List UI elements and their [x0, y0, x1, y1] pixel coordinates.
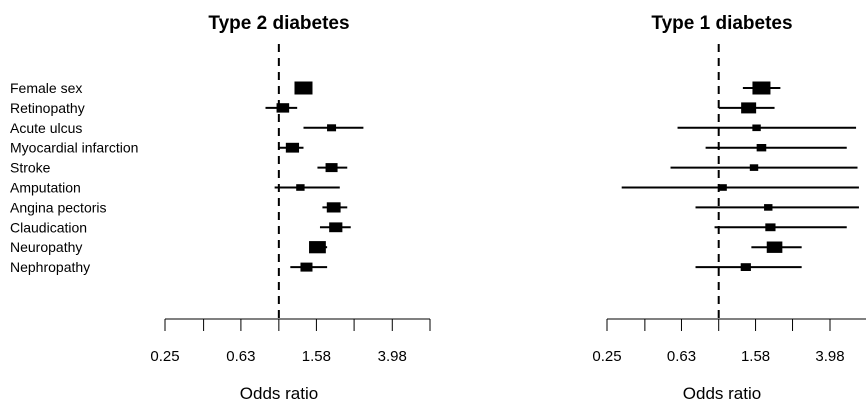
x-axis-label: Odds ratio	[683, 384, 761, 403]
point-estimate	[300, 262, 313, 272]
row-label: Neuropathy	[10, 239, 82, 255]
point-estimate	[276, 103, 290, 113]
point-estimate	[756, 144, 767, 152]
x-axis-label: Odds ratio	[240, 384, 318, 403]
point-estimate	[325, 163, 338, 173]
x-tick-label: 1.58	[302, 348, 331, 365]
point-estimate	[296, 184, 305, 191]
point-estimate	[741, 102, 757, 114]
point-estimate	[294, 81, 313, 95]
chart-title: Type 1 diabetes	[651, 13, 792, 34]
row-label: Myocardial infarction	[10, 140, 138, 156]
point-estimate	[718, 184, 727, 191]
point-estimate	[326, 202, 341, 213]
point-estimate	[309, 241, 326, 254]
row-label: Angina pectoris	[10, 199, 107, 215]
point-estimate	[329, 222, 343, 233]
row-label: Claudication	[10, 219, 87, 235]
point-estimate	[285, 142, 300, 153]
x-tick-label: 0.63	[226, 348, 255, 365]
panel-type1-diabetes: Type 1 diabetes Odds ratio 0.25 0.63 1.58 3…	[592, 13, 866, 403]
row-label: Acute ulcus	[10, 120, 82, 136]
x-tick-label: 0.25	[592, 348, 621, 365]
x-tick-label: 0.25	[150, 348, 179, 365]
panel-type2-diabetes: Type 2 diabetes Odds ratio 0.25 0.63 1.58 3…	[10, 13, 431, 403]
row-label: Retinopathy	[10, 100, 85, 116]
row-label: Female sex	[10, 80, 82, 96]
point-estimate	[327, 124, 337, 132]
row-label: Stroke	[10, 160, 51, 176]
x-tick-label: 0.63	[667, 348, 696, 365]
point-estimate	[749, 164, 759, 171]
x-tick-label: 1.58	[741, 348, 770, 365]
point-estimate	[752, 124, 761, 132]
row-label: Amputation	[10, 180, 81, 196]
point-estimate	[764, 204, 773, 211]
point-estimate	[766, 241, 783, 253]
row-label: Nephropathy	[10, 259, 90, 275]
point-estimate	[752, 81, 771, 95]
x-tick-label: 3.98	[815, 348, 844, 365]
x-tick-label: 3.98	[378, 348, 407, 365]
chart-title: Type 2 diabetes	[208, 13, 349, 34]
point-estimate	[740, 263, 751, 271]
point-estimate	[765, 223, 776, 232]
